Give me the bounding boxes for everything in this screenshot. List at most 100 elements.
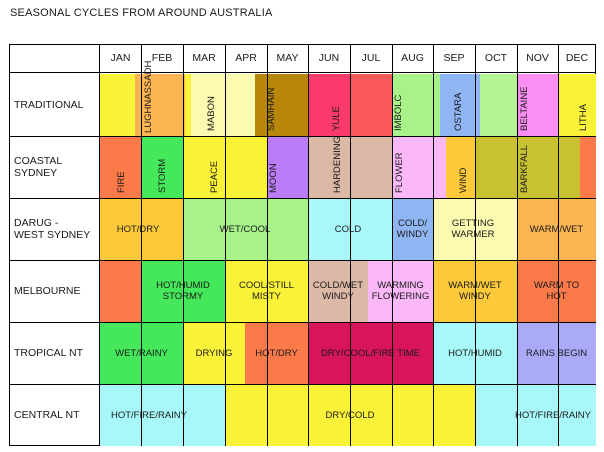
label-darug-hot-dry: HOT/DRY [116, 223, 160, 235]
grid-line [9, 260, 596, 261]
label-melbourne-warm-to-hot: WARM TO HOT [533, 280, 580, 302]
melbourne-warming [368, 260, 433, 322]
traditional-imbolc [392, 74, 440, 136]
month-dec: DEC [565, 52, 589, 64]
traditional-segment [185, 74, 191, 136]
month-jun: JUN [318, 52, 340, 64]
grid-line [9, 384, 596, 385]
traditional-samhain [255, 74, 308, 136]
month-jul: JUL [361, 52, 381, 64]
coastal-fire-end [580, 136, 596, 198]
label-tropical-hot-dry: HOT/DRY [255, 347, 298, 359]
grid-line [558, 44, 559, 446]
row-label-melbourne: MELBOURNE [14, 285, 81, 297]
label-barkfall: BARKFALL [519, 144, 530, 193]
central-hot-fire-rainy [100, 384, 225, 446]
label-tropical-dry-cool-fire: DRY/COOL/FIRE TIME [321, 347, 420, 359]
row-label-tropical-nt: TROPICAL NT [14, 347, 84, 359]
label-tropical-rains-begin: RAINS BEGIN [525, 347, 588, 359]
darug-cold-windy [392, 198, 433, 260]
row-label-darug: DARUG - WEST SYDNEY [14, 217, 91, 241]
label-darug-getting-warmer: GETTING WARMER [451, 218, 495, 240]
label-flower: FLOWER [394, 152, 405, 193]
month-sep: SEP [443, 52, 465, 64]
melbourne-warm-to-hot [517, 260, 596, 322]
grid-line [308, 44, 309, 446]
label-beltaine: BELTAINE [519, 86, 530, 131]
row-label-coastal-sydney: COASTAL SYDNEY [14, 155, 63, 179]
label-melbourne-cold-wet: COLD/WET WINDY [312, 280, 364, 302]
label-peace: PEACE [209, 160, 220, 193]
darug-warm-wet [517, 198, 596, 260]
grid-line [475, 44, 476, 446]
central-hot-fire-rainy-end [475, 384, 596, 446]
traditional-mabon [191, 74, 255, 136]
chart-title: SEASONAL CYCLES FROM AROUND AUSTRALIA [10, 7, 273, 19]
traditional-ostara [440, 74, 480, 136]
tropical-hot-dry [245, 322, 308, 384]
label-ostara: OSTARA [453, 92, 464, 131]
traditional-segment [480, 74, 517, 136]
label-storm: STORM [157, 158, 168, 193]
month-nov: NOV [526, 52, 549, 64]
label-central-hot-fire-rainy-end: HOT/FIRE/RAINY [514, 409, 591, 421]
label-darug-cold-windy: COLD/WINDY [396, 218, 429, 240]
grid-line [9, 322, 596, 323]
coastal-moon [267, 136, 308, 198]
grid-line [517, 44, 518, 446]
label-darug-warm-wet: WARM/WET [529, 223, 584, 235]
label-central-dry-cold: DRY/COLD [300, 384, 400, 446]
grid-line [9, 72, 596, 73]
coastal-flower [392, 136, 446, 198]
grid-line [99, 44, 100, 446]
label-melbourne-hot-humid: HOT/HUMIDSTORMY [141, 260, 225, 322]
label-melbourne-cool-still: COOL/STILLMISTY [225, 260, 308, 322]
label-tropical-hot-humid: HOT/HUMID [433, 322, 517, 384]
label-litha: LITHA [578, 104, 589, 131]
darug-wet-cool [183, 198, 308, 260]
month-apr: APR [235, 52, 257, 64]
label-darug-cold: COLD [334, 223, 362, 235]
grid-line [9, 198, 596, 199]
traditional-beltaine [517, 74, 558, 136]
grid-line [433, 44, 434, 446]
row-label-traditional: TRADITIONAL [14, 99, 84, 111]
label-mabon: MABON [206, 96, 217, 131]
month-feb: FEB [151, 52, 173, 64]
melbourne-cool-still [225, 260, 308, 322]
label-moon: MOON [268, 163, 279, 193]
grid-line [9, 136, 596, 137]
melbourne-cold-wet [308, 260, 368, 322]
traditional-yule [308, 74, 350, 136]
coastal-storm [141, 136, 183, 198]
month-jan: JAN [110, 52, 131, 64]
label-hardening: HARDENING [332, 135, 343, 193]
row-label-central-nt: CENTRAL NT [14, 409, 80, 421]
traditional-segment [100, 74, 135, 136]
traditional-lughnassadh [135, 74, 185, 136]
label-imbolc: IMBOLC [393, 94, 404, 131]
month-aug: AUG [401, 52, 424, 64]
melbourne-segment-1 [100, 260, 141, 322]
label-fire: FIRE [116, 171, 127, 193]
grid-line [225, 44, 226, 446]
label-melbourne-warming: WARMING FLOWERING [371, 280, 430, 302]
label-tropical-drying: DRYING [195, 347, 233, 359]
tropical-drying [183, 322, 245, 384]
tropical-rains-begin [517, 322, 596, 384]
traditional-litha [558, 74, 596, 136]
grid-line [392, 44, 393, 446]
label-darug-wet-cool: WET/COOL [219, 223, 271, 235]
grid-line [183, 44, 184, 446]
label-wind: WIND [458, 167, 469, 193]
coastal-wind [446, 136, 476, 198]
month-may: MAY [276, 52, 299, 64]
coastal-barkfall [476, 136, 580, 198]
grid-line [141, 44, 142, 446]
month-oct: OCT [484, 52, 508, 64]
tropical-dry-cool-fire [308, 322, 433, 384]
month-mar: MAR [192, 52, 216, 64]
traditional-segment [350, 74, 392, 136]
grid-line [267, 44, 268, 446]
